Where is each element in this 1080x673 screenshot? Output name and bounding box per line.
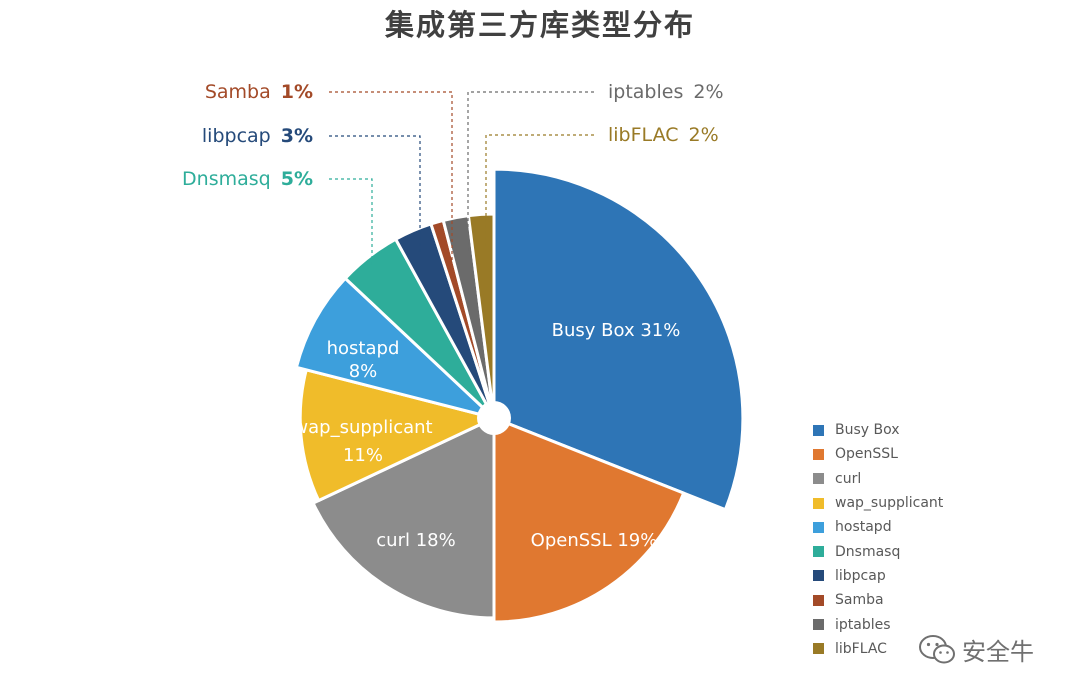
pie-slice-wap-supplicant xyxy=(298,368,496,503)
legend-label-libpcap: libpcap xyxy=(835,567,886,584)
callout-libpcap: libpcap 3% xyxy=(202,125,313,147)
watermark: 安全牛 xyxy=(918,632,1034,667)
slice-label-busy-box: Busy Box 31% xyxy=(552,320,681,341)
legend-swatch-samba xyxy=(813,594,824,606)
pie-slice-busy-box xyxy=(492,167,745,512)
callout-value-libpcap: 3% xyxy=(281,125,313,147)
legend-swatch-hostapd xyxy=(813,521,824,533)
legend-swatch-busy-box xyxy=(813,424,824,436)
leader-line-iptables xyxy=(467,91,594,254)
legend-label-dnsmasq: Dnsmasq xyxy=(835,543,901,560)
callout-name-dnsmasq: Dnsmasq xyxy=(182,168,271,190)
legend-label-libflac: libFLAC xyxy=(835,640,887,657)
slice-label-wap-supplicant-name: wap_supplicant xyxy=(293,417,432,438)
leader-line-dnsmasq xyxy=(329,178,373,266)
pie-center-hole xyxy=(477,401,511,435)
legend-label-samba: Samba xyxy=(835,592,884,609)
legend-swatch-libpcap xyxy=(813,570,824,582)
legend-item-wap-supplicant: wap_supplicant xyxy=(813,491,1013,515)
pie-slice-hostapd xyxy=(294,276,496,420)
legend-item-busy-box: Busy Box xyxy=(813,418,1013,442)
callout-samba: Samba 1% xyxy=(205,81,313,103)
legend-item-dnsmasq: Dnsmasq xyxy=(813,539,1013,563)
legend-item-libflac: libFLAC xyxy=(813,637,1013,661)
watermark-text: 安全牛 xyxy=(962,638,1034,666)
callout-value-libflac: 2% xyxy=(689,124,719,146)
legend-item-hostapd: hostapd xyxy=(813,515,1013,539)
callout-libflac: libFLAC 2% xyxy=(608,124,719,146)
callout-name-libpcap: libpcap xyxy=(202,125,271,147)
legend-item-openssl: OpenSSL xyxy=(813,442,1013,466)
callout-value-iptables: 2% xyxy=(693,81,723,103)
legend-swatch-iptables xyxy=(813,619,824,631)
legend-label-openssl: OpenSSL xyxy=(835,446,898,463)
legend-swatch-dnsmasq xyxy=(813,546,824,558)
chart-title: 集成第三方库类型分布 xyxy=(384,8,695,42)
legend-item-samba: Samba xyxy=(813,588,1013,612)
pie-slice-openssl xyxy=(492,416,686,624)
pie-slice-libflac xyxy=(466,212,496,420)
legend-swatch-wap-supplicant xyxy=(813,497,824,509)
wechat-icon xyxy=(919,634,955,663)
slice-label-hostapd-value: 8% xyxy=(349,361,378,382)
legend-item-libpcap: libpcap xyxy=(813,564,1013,588)
leader-line-libflac xyxy=(485,134,594,247)
callout-name-iptables: iptables xyxy=(608,81,683,103)
callout-name-libflac: libFLAC xyxy=(608,124,679,146)
callout-dnsmasq: Dnsmasq 5% xyxy=(182,168,313,190)
legend-item-iptables: iptables xyxy=(813,612,1013,636)
callout-value-samba: 1% xyxy=(281,81,313,103)
legend-swatch-openssl xyxy=(813,448,824,460)
slice-label-hostapd-name: hostapd xyxy=(327,338,400,359)
legend-label-iptables: iptables xyxy=(835,616,891,633)
legend-label-busy-box: Busy Box xyxy=(835,422,900,439)
callout-iptables: iptables 2% xyxy=(608,81,724,103)
slice-label-openssl: OpenSSL 19% xyxy=(531,530,658,551)
legend-swatch-curl xyxy=(813,473,824,485)
leader-line-libpcap xyxy=(329,135,421,254)
slice-label-wap-supplicant-value: 11% xyxy=(343,445,383,466)
callout-value-dnsmasq: 5% xyxy=(281,168,313,190)
legend-label-hostapd: hostapd xyxy=(835,519,892,536)
slice-label-curl: curl 18% xyxy=(376,530,455,551)
callout-name-samba: Samba xyxy=(205,81,271,103)
pie-slice-curl xyxy=(311,416,496,620)
legend-item-curl: curl xyxy=(813,467,1013,491)
leader-line-samba xyxy=(329,91,453,260)
legend-label-wap-supplicant: wap_supplicant xyxy=(835,495,944,512)
legend-swatch-libflac xyxy=(813,643,824,655)
legend-label-curl: curl xyxy=(835,470,862,487)
